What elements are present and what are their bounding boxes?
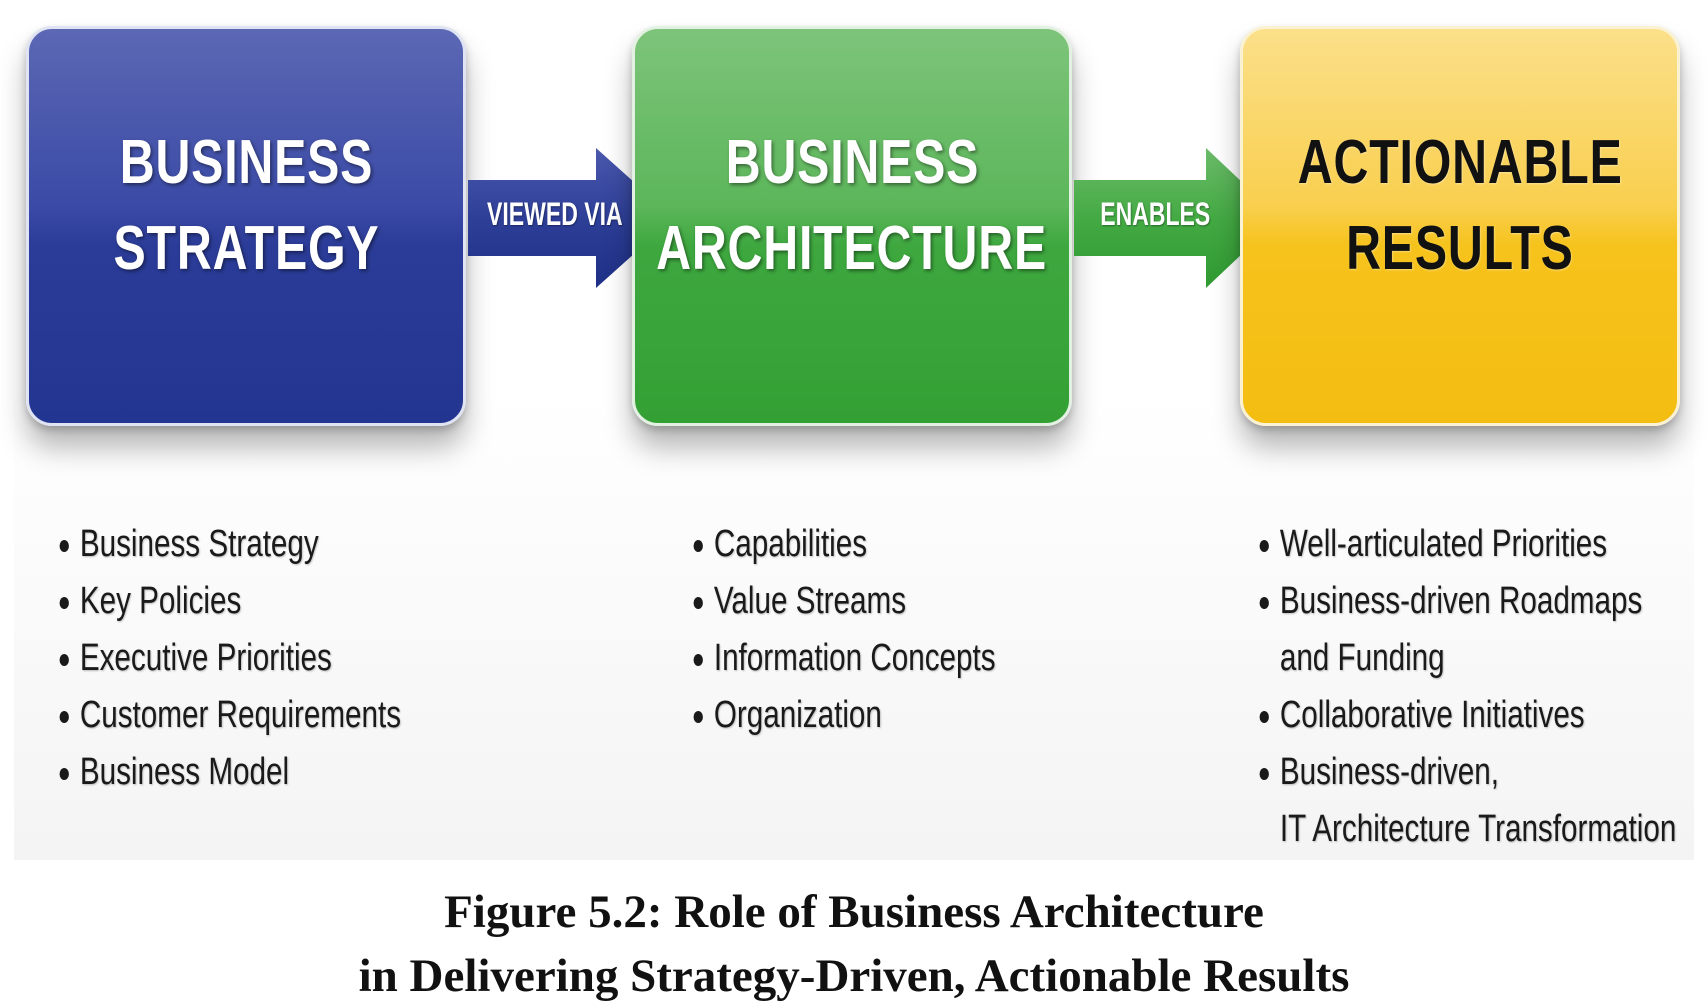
list-item: Key Policies [58,573,401,630]
viewed-via-arrow [468,148,674,288]
actionable-results-box: ACTIONABLE RESULTS [1240,26,1680,426]
list-item: Business Model [58,744,401,801]
list-item: Business Strategy [58,516,401,573]
list-item: Executive Priorities [58,630,401,687]
diagram-panel: BUSINESS STRATEGY VIEWED VIA BUSINESS AR… [14,8,1694,860]
list-item: Collaborative Initiatives [1258,687,1676,744]
list-item: Capabilities [692,516,996,573]
business-architecture-box: BUSINESS ARCHITECTURE [632,26,1072,426]
business-architecture-title-line2: ARCHITECTURE [656,214,1048,283]
business-architecture-list: Capabilities Value Streams Information C… [692,516,1081,744]
list-item: Organization [692,687,996,744]
actionable-results-title-line2: RESULTS [1346,214,1574,283]
business-strategy-title-line1: BUSINESS [119,128,373,197]
list-item: Business-driven Roadmaps [1258,573,1676,630]
list-item: Customer Requirements [58,687,401,744]
actionable-results-list: Well-articulated Priorities Business-dri… [1258,516,1708,858]
business-strategy-list: Business Strategy Key Policies Executive… [58,516,498,801]
actionable-results-title-line1: ACTIONABLE [1297,128,1623,197]
list-item: Well-articulated Priorities [1258,516,1676,573]
viewed-via-label: VIEWED VIA [487,196,623,232]
list-item-continuation: and Funding [1279,637,1445,679]
list-item: Information Concepts [692,630,996,687]
list-item-continuation: IT Architecture Transformation [1279,808,1677,850]
business-strategy-title-line2: STRATEGY [113,214,379,283]
enables-arrow [1074,148,1280,288]
list-item: Value Streams [692,573,996,630]
figure-caption: Figure 5.2: Role of Business Architectur… [0,880,1708,1008]
list-item: Business-driven, [1258,744,1676,801]
business-strategy-box: BUSINESS STRATEGY [26,26,466,426]
business-architecture-title-line1: BUSINESS [725,128,979,197]
caption-line1: Figure 5.2: Role of Business Architectur… [444,886,1264,938]
caption-line2: in Delivering Strategy-Driven, Actionabl… [358,950,1350,1002]
enables-label: ENABLES [1100,196,1211,232]
